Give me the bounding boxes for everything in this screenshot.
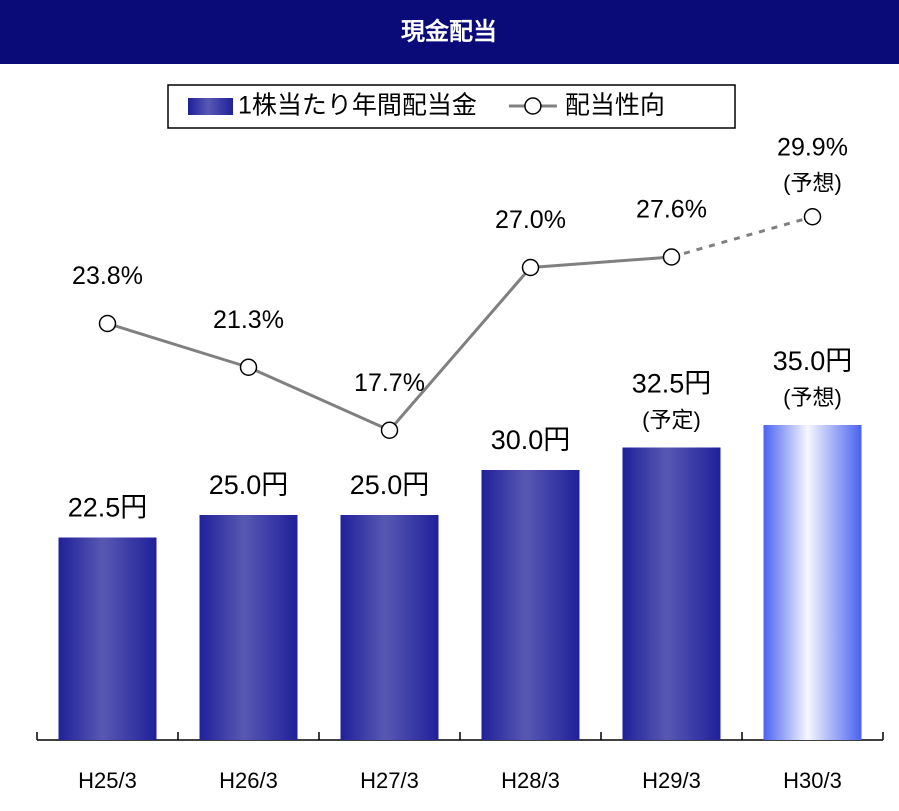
- bar-note: (予定): [642, 407, 701, 432]
- line-point: [803, 208, 822, 226]
- legend-marker: [524, 97, 542, 115]
- line-segment: [107, 322, 249, 369]
- legend-label: 1株当たり年間配当金: [238, 92, 477, 120]
- line-value-label: 17.7%: [354, 369, 425, 397]
- line-segment: [247, 365, 391, 432]
- bar: [199, 515, 298, 740]
- line-value-label: 29.9%: [777, 133, 848, 161]
- bar: [340, 515, 439, 740]
- line-value-label: 27.0%: [495, 206, 566, 234]
- line-segment: [388, 266, 532, 432]
- x-tick-label: H25/3: [78, 768, 137, 793]
- line-value-label: 27.6%: [636, 196, 707, 224]
- legend-label: 配当性向: [565, 92, 665, 120]
- bar-value-label: 32.5円: [632, 369, 712, 399]
- line-segment: [671, 215, 813, 259]
- line-value-label: 23.8%: [72, 262, 143, 290]
- bar: [622, 447, 721, 740]
- bar-value-label: 25.0円: [209, 470, 289, 500]
- legend-swatch: [188, 98, 233, 115]
- line-point: [98, 314, 117, 333]
- line-point: [521, 258, 540, 277]
- bar-value-label: 25.0円: [350, 470, 430, 500]
- x-tick-label: H28/3: [501, 768, 560, 793]
- chart-title: 現金配当: [401, 17, 497, 45]
- legend-box: [167, 84, 736, 129]
- x-tick-label: H30/3: [783, 768, 842, 793]
- x-tick-label: H26/3: [219, 768, 278, 793]
- line-segment: [530, 255, 672, 269]
- line-point: [662, 248, 681, 266]
- line-point: [239, 358, 258, 376]
- bar-value-label: 30.0円: [491, 425, 571, 455]
- line-note: (予想): [783, 171, 842, 196]
- bar-value-label: 22.5円: [68, 493, 148, 523]
- bar: [58, 537, 157, 740]
- x-tick-label: H27/3: [360, 768, 419, 793]
- x-tick-label: H29/3: [642, 768, 701, 793]
- bar-value-label: 35.0円: [773, 346, 853, 376]
- title-bar: [0, 0, 899, 64]
- bar-note: (予想): [783, 385, 842, 410]
- bar: [481, 470, 580, 740]
- line-point: [380, 421, 399, 439]
- bar: [763, 425, 862, 740]
- line-value-label: 21.3%: [213, 306, 284, 334]
